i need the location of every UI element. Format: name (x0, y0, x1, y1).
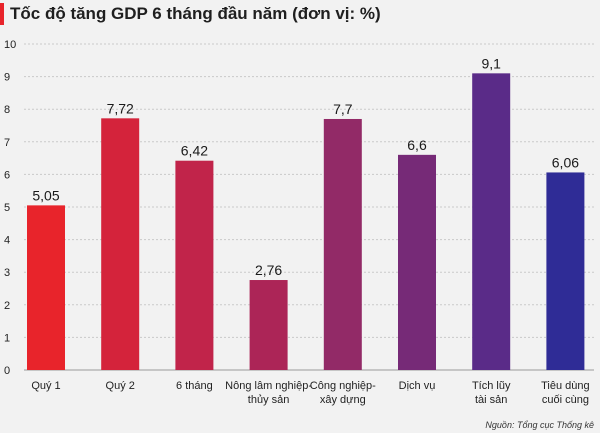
x-tick-label: Tiêu dùng cuối cùng (541, 380, 590, 406)
x-tick-label-line: thủy sản (248, 394, 290, 406)
data-label: 9,1 (481, 55, 501, 71)
x-tick-label: Quý 2 (106, 380, 135, 392)
x-tick-label-line: Dịch vụ (399, 380, 436, 392)
title-bar: Tốc độ tăng GDP 6 tháng đầu năm (đơn vị:… (0, 0, 600, 30)
data-label: 5,05 (32, 187, 59, 203)
y-tick-label: 7 (4, 137, 10, 149)
y-tick-label: 9 (4, 72, 10, 84)
x-tick-label: Công nghiệp-xây dựng (310, 380, 376, 406)
title-accent-bar (0, 3, 4, 25)
y-tick-label: 8 (4, 104, 10, 116)
bar (101, 118, 140, 370)
y-tick-label: 4 (4, 235, 10, 247)
data-label: 6,6 (407, 137, 427, 153)
data-label: 7,7 (333, 101, 353, 117)
x-tick-label-line: cuối cùng (542, 394, 589, 406)
y-tick-label: 6 (4, 169, 10, 181)
x-tick-label: 6 tháng (176, 380, 213, 392)
x-tick-label: Tích lũy tài sản (472, 380, 511, 406)
x-tick-label-line: Tiêu dùng (541, 380, 590, 392)
x-tick-label-line: Công nghiệp- (310, 380, 376, 392)
x-tick-label: Nông lâm nghiệp-thủy sản (225, 380, 312, 406)
chart-title: Tốc độ tăng GDP 6 tháng đầu năm (đơn vị:… (10, 4, 381, 23)
y-tick-label: 2 (4, 300, 10, 312)
bar (175, 160, 214, 370)
x-tick-label-line: Quý 1 (31, 380, 60, 392)
bar (27, 205, 65, 370)
x-tick-label: Quý 1 (31, 380, 60, 392)
y-tick-label: 10 (4, 39, 16, 51)
x-tick-label-line: Nông lâm nghiệp- (225, 380, 312, 392)
data-label: 7,72 (107, 100, 134, 116)
bar (398, 154, 436, 370)
y-tick-label: 1 (4, 332, 10, 344)
x-tick-label-line: Quý 2 (106, 380, 135, 392)
bar (546, 172, 585, 370)
x-tick-label-line: Tích lũy (472, 380, 511, 392)
bar (472, 73, 511, 370)
x-tick-label-line: tài sản (475, 394, 507, 406)
x-tick-label: Dịch vụ (399, 380, 436, 392)
data-label: 6,06 (552, 154, 579, 170)
bar (323, 118, 362, 370)
y-tick-label: 3 (4, 267, 10, 279)
source-note: Nguồn: Tổng cục Thống kê (485, 420, 594, 430)
y-tick-label: 0 (4, 365, 10, 377)
data-label: 2,76 (255, 262, 282, 278)
y-tick-label: 5 (4, 202, 10, 214)
x-tick-label-line: 6 tháng (176, 380, 213, 392)
x-tick-label-line: xây dựng (320, 394, 366, 406)
bar (249, 280, 288, 370)
data-label: 6,42 (181, 143, 208, 159)
